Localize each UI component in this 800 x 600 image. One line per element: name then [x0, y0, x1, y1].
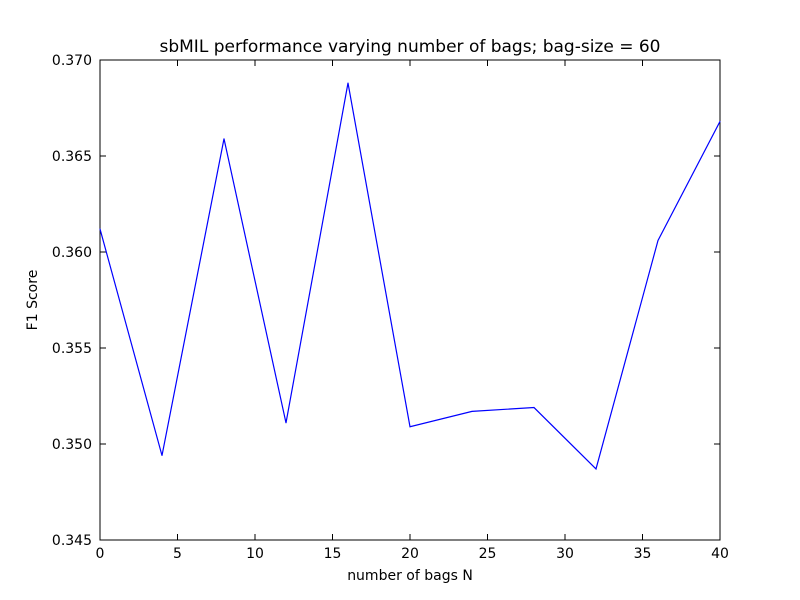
data-point	[285, 422, 287, 424]
x-tick-label: 15	[324, 546, 342, 562]
data-point	[471, 410, 473, 412]
data-point	[223, 138, 225, 140]
y-tick-label: 0.360	[52, 245, 92, 261]
data-point	[657, 239, 659, 241]
data-point	[409, 426, 411, 428]
y-tick-label: 0.365	[52, 149, 92, 165]
series-group	[99, 82, 721, 471]
x-tick-label: 35	[634, 546, 652, 562]
x-tick-label: 0	[96, 546, 105, 562]
x-tick-label: 10	[246, 546, 264, 562]
y-axis-label: F1 Score	[25, 270, 41, 331]
x-tick-label: 5	[173, 546, 182, 562]
x-tick-label: 20	[401, 546, 419, 562]
series-line	[99, 82, 721, 471]
x-axis-label: number of bags N	[347, 568, 473, 584]
chart-title: sbMIL performance varying number of bags…	[159, 37, 660, 57]
y-tick-label: 0.370	[52, 53, 92, 69]
y-tick-label: 0.355	[52, 341, 92, 357]
data-point	[161, 455, 163, 457]
x-tick-label: 25	[479, 546, 497, 562]
data-point	[347, 82, 349, 84]
data-point	[595, 468, 597, 470]
x-axis: 0 5 10 15 20 25 30 35 40	[96, 60, 729, 562]
x-tick-label: 40	[711, 546, 729, 562]
data-point	[533, 407, 535, 409]
data-point	[99, 228, 101, 230]
y-axis: 0.345 0.350 0.355 0.360 0.365 0.370	[52, 53, 720, 549]
data-point	[719, 120, 721, 122]
y-tick-label: 0.350	[52, 437, 92, 453]
y-tick-label: 0.345	[52, 533, 92, 549]
x-tick-label: 30	[556, 546, 574, 562]
